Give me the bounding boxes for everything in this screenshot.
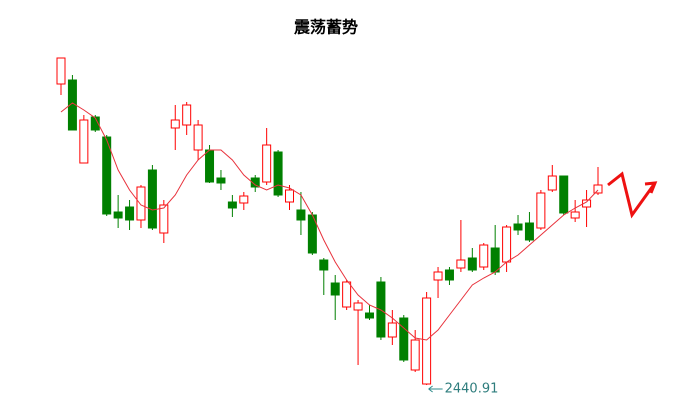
candle-body	[559, 175, 569, 214]
candle-body	[410, 339, 420, 371]
candle-body	[79, 119, 89, 164]
candle-body	[456, 259, 466, 269]
candle-body	[444, 269, 454, 281]
candle-body	[536, 192, 546, 229]
candle-body	[547, 175, 557, 191]
candle-body	[524, 222, 534, 241]
candle-body	[239, 195, 249, 204]
candle-body	[422, 297, 432, 385]
candle-body	[513, 223, 523, 231]
candle-body	[182, 104, 192, 126]
candle-body	[227, 201, 237, 209]
candle-body	[262, 144, 272, 183]
candle-body	[582, 199, 592, 208]
chart-title: 震荡蓄势	[293, 18, 358, 37]
annotation-arrow	[428, 385, 443, 393]
candle-body	[159, 204, 169, 234]
candle-body	[193, 124, 203, 151]
candle-body	[102, 136, 112, 215]
candle-body	[593, 184, 603, 194]
annotation-label: 2440.91	[445, 382, 499, 397]
ma-line	[60, 102, 599, 341]
candle-body	[502, 226, 512, 263]
candle-body	[342, 281, 352, 308]
candle-body	[319, 259, 329, 271]
candle-body	[90, 116, 100, 131]
candle-body	[216, 177, 226, 184]
candle-body	[205, 149, 215, 183]
candle-body	[296, 209, 306, 221]
candle-body	[285, 189, 295, 203]
candle-body	[364, 312, 374, 319]
candle-body	[56, 57, 66, 85]
candle-body	[330, 282, 340, 296]
candle-body	[570, 211, 580, 219]
candle-body	[387, 322, 397, 338]
candle-body	[125, 206, 135, 221]
candle-body	[479, 244, 489, 268]
candle-body	[353, 302, 363, 311]
candle-body	[250, 177, 260, 188]
candle-body	[113, 211, 123, 219]
candle-body	[170, 119, 180, 129]
candle-body	[273, 151, 283, 196]
candle-body	[433, 271, 443, 281]
candle-body	[399, 317, 409, 361]
forecast-arrow	[607, 171, 658, 219]
candle-body	[467, 257, 477, 271]
candle-body	[490, 247, 500, 273]
candle-body	[147, 169, 157, 229]
candle-body	[136, 186, 146, 221]
